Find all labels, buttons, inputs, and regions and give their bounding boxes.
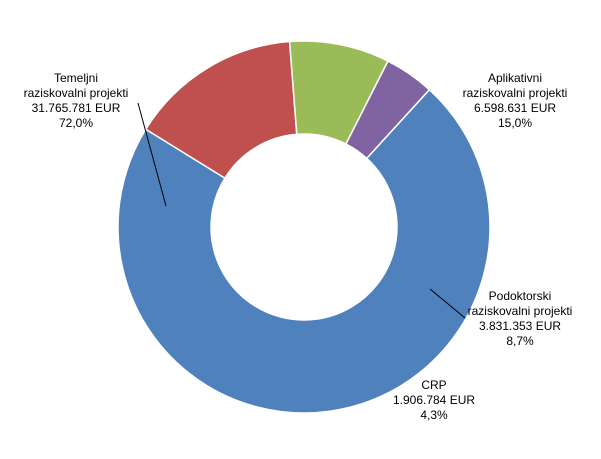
- data-label-line: Temeljni: [54, 71, 98, 85]
- data-label-line: Podoktorski: [489, 289, 552, 303]
- slice-aplikativni: [144, 40, 298, 180]
- data-label-crp: CRP 1.906.784 EUR 4,3%: [393, 378, 475, 422]
- data-label-line: raziskovalni projekti: [468, 304, 573, 318]
- data-label-line: raziskovalni projekti: [24, 86, 129, 100]
- data-label-line: Aplikativni: [488, 71, 542, 85]
- data-label-line: 8,7%: [506, 334, 534, 348]
- data-label-podoktorski: Podoktorski raziskovalni projekti 3.831.35…: [468, 289, 573, 348]
- slice-crp: [344, 60, 431, 160]
- leader-line-podoktorski: [429, 288, 466, 319]
- data-label-line: 3.831.353 EUR: [479, 319, 561, 333]
- data-label-line: raziskovalni projekti: [463, 86, 568, 100]
- slice-temeljni: [117, 88, 491, 414]
- data-label-line: CRP: [421, 378, 446, 392]
- data-label-line: 72,0%: [59, 116, 93, 130]
- data-label-line: 6.598.631 EUR: [474, 101, 556, 115]
- leader-line-temeljni: [137, 102, 167, 207]
- data-label-line: 31.765.781 EUR: [32, 101, 121, 115]
- data-label-aplikativni: Aplikativni raziskovalni projekti 6.598.63…: [463, 71, 568, 130]
- data-label-line: 1.906.784 EUR: [393, 393, 475, 407]
- data-label-line: 4,3%: [420, 408, 448, 422]
- data-label-temeljni: Temeljni raziskovalni projekti 31.765.781 …: [24, 71, 129, 130]
- data-label-line: 15,0%: [498, 116, 532, 130]
